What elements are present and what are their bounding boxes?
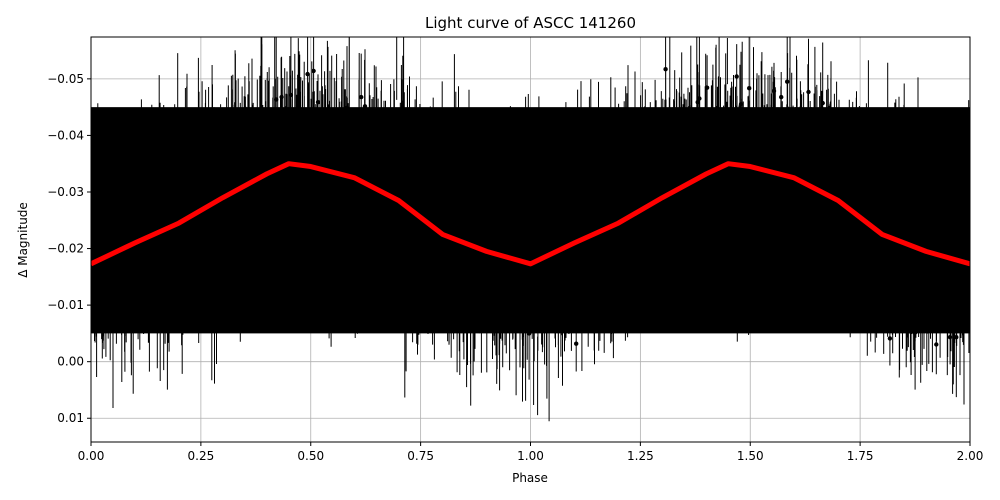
svg-text:1.00: 1.00 bbox=[517, 449, 544, 463]
x-axis-ticks: 0.00 0.25 0.50 0.75 1.00 1.25 1.50 1.75 2.00 bbox=[78, 442, 984, 463]
svg-text:0.00: 0.00 bbox=[57, 355, 84, 369]
svg-text:−0.04: −0.04 bbox=[47, 128, 84, 142]
y-axis-ticks: −0.05 −0.04 −0.03 −0.02 −0.01 0.00 0.01 bbox=[47, 72, 91, 425]
svg-text:−0.02: −0.02 bbox=[47, 242, 84, 256]
svg-text:−0.05: −0.05 bbox=[47, 72, 84, 86]
x-axis-label: Phase bbox=[512, 471, 548, 485]
svg-text:1.25: 1.25 bbox=[627, 449, 654, 463]
svg-text:−0.01: −0.01 bbox=[47, 298, 84, 312]
observation-points bbox=[91, 37, 970, 422]
svg-text:2.00: 2.00 bbox=[957, 449, 984, 463]
svg-text:0.01: 0.01 bbox=[57, 411, 84, 425]
svg-text:0.75: 0.75 bbox=[407, 449, 434, 463]
binned-mean-curve bbox=[91, 161, 970, 267]
svg-text:0.25: 0.25 bbox=[188, 449, 215, 463]
svg-text:1.75: 1.75 bbox=[847, 449, 874, 463]
svg-text:0.50: 0.50 bbox=[297, 449, 324, 463]
svg-text:1.50: 1.50 bbox=[737, 449, 764, 463]
chart-title: Light curve of ASCC 141260 bbox=[425, 14, 636, 32]
svg-text:0.00: 0.00 bbox=[78, 449, 105, 463]
y-axis-label: Δ Magnitude bbox=[16, 202, 30, 278]
svg-text:−0.03: −0.03 bbox=[47, 185, 84, 199]
